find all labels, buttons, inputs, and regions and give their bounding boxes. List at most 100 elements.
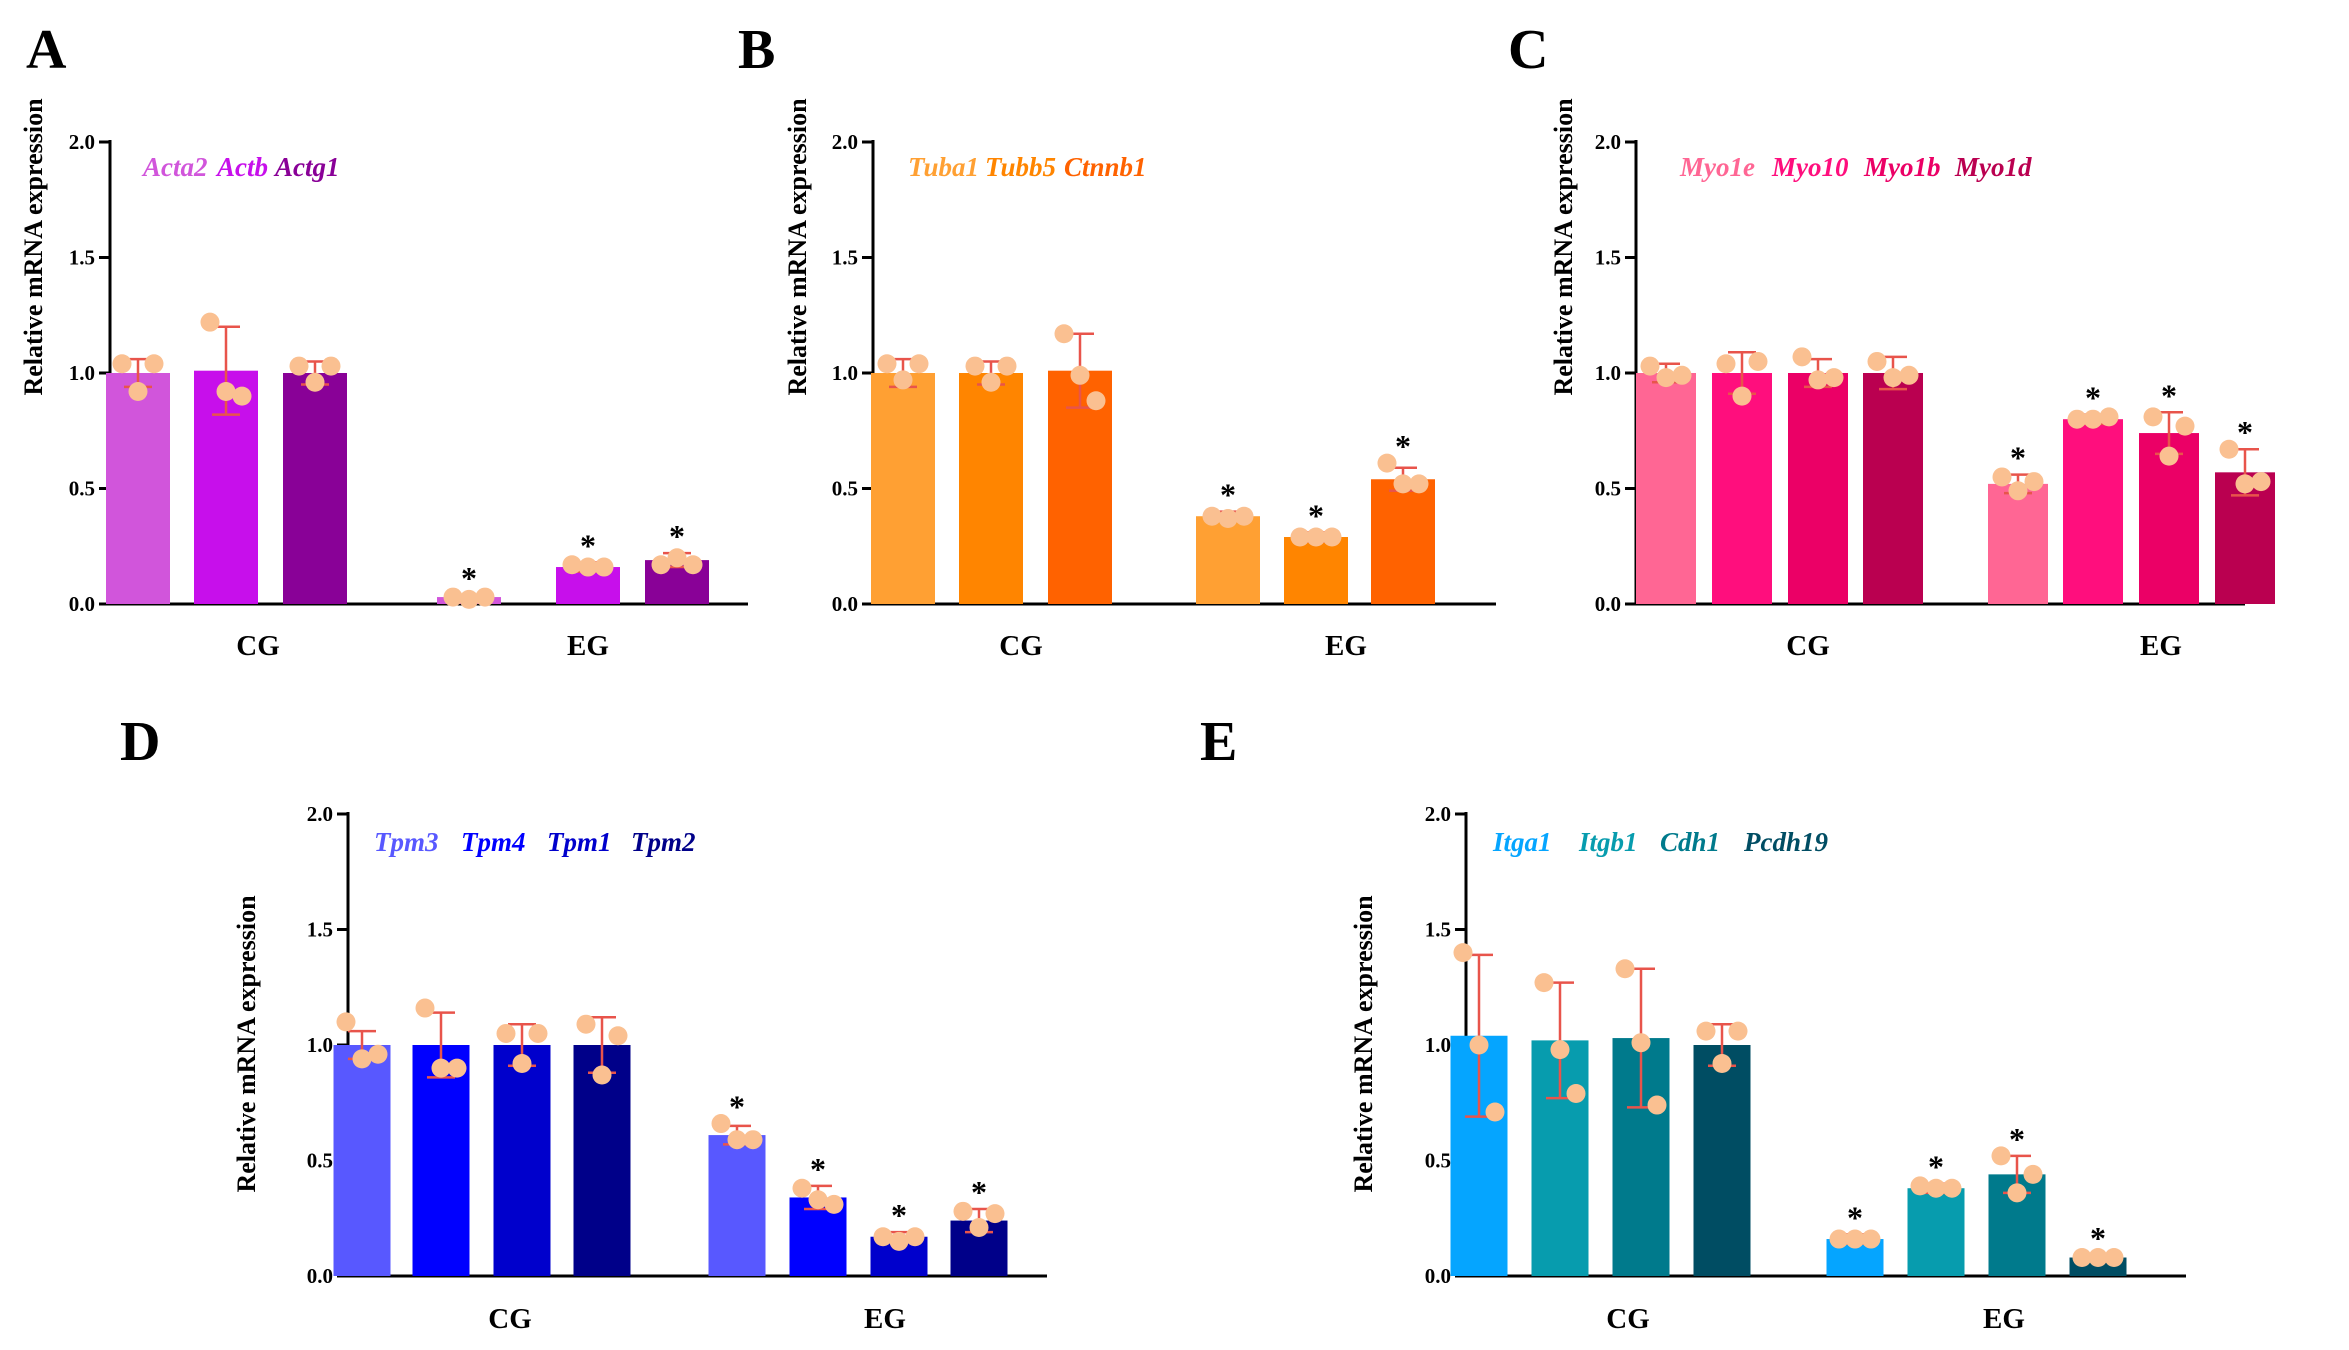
data-point [1086,391,1106,411]
data-point [2067,409,2087,429]
data-point [1672,365,1692,385]
y-tick-label: 0.5 [1595,477,1621,501]
data-point [1566,1084,1586,1104]
data-point [562,555,582,575]
data-point [1829,1229,1849,1249]
legend-item-myo10: Myo10 [1771,152,1849,182]
x-label-cg: CG [999,630,1043,662]
significance-star: * [1847,1199,1863,1235]
legend-item-myo1e: Myo1e [1679,152,1755,182]
y-tick-label: 1.0 [69,361,95,385]
data-point [667,548,687,568]
errors-points-layer: * * * [112,312,703,609]
bar [1863,373,1923,604]
x-label-eg: EG [567,630,609,662]
data-point [2072,1248,2092,1268]
data-point [1792,347,1812,367]
data-point [447,1058,467,1078]
legend-item-pcdh19: Pcdh19 [1743,827,1828,857]
data-point [321,356,341,376]
data-point [2099,407,2119,427]
significance-star: * [1395,428,1411,464]
y-axis: 0.0 0.5 1.0 1.5 2.0 [69,130,748,616]
errors-points-layer: * * * [877,324,1429,547]
data-point [1534,973,1554,993]
data-point [683,555,703,575]
significance-star: * [461,560,477,596]
data-point [1728,1021,1748,1041]
data-point [1910,1176,1930,1196]
y-tick-label: 1.5 [1595,246,1621,270]
legend-item-tpm1: Tpm1 [547,827,612,857]
bar [871,373,935,604]
data-point [889,1231,909,1251]
data-point [792,1178,812,1198]
data-point [528,1023,548,1043]
data-point [2024,472,2044,492]
x-label-cg: CG [1786,630,1830,662]
data-point [965,356,985,376]
y-tick-label: 0.0 [307,1264,333,1288]
data-point [997,356,1017,376]
data-point [1883,368,1903,388]
data-point [1290,527,1310,547]
data-point [1991,1146,2011,1166]
data-point [2251,472,2271,492]
bar [1907,1188,1965,1276]
y-axis-title: Relative mRNA expression [232,895,261,1193]
data-point [1926,1178,1946,1198]
legend-item-myo1b: Myo1b [1863,152,1941,182]
legend-item-cdh1: Cdh1 [1660,827,1720,857]
data-point [1631,1033,1651,1053]
legend-item-tpm2: Tpm2 [631,827,696,857]
data-point [727,1130,747,1150]
bar [493,1045,551,1276]
bars-layer [106,370,709,604]
y-tick-label: 0.0 [69,592,95,616]
data-point [981,372,1001,392]
significance-star: * [810,1151,826,1187]
bar [1788,373,1848,604]
panel-letter: E [1200,711,1237,773]
bar [106,373,170,604]
errors-points-layer: * * * * [1640,347,2271,501]
data-point [953,1201,973,1221]
data-point [1202,506,1222,526]
data-point [1647,1095,1667,1115]
data-point [1322,527,1342,547]
data-point [651,555,671,575]
significance-star: * [1928,1149,1944,1185]
y-tick-label: 0.0 [1595,592,1621,616]
data-point [1550,1040,1570,1060]
significance-star: * [580,527,596,563]
y-axis-title: Relative mRNA expression [1349,895,1378,1193]
data-point [1409,474,1429,494]
data-point [2088,1248,2108,1268]
y-tick-label: 0.0 [1425,1264,1451,1288]
bar [1693,1045,1751,1276]
data-point [431,1058,451,1078]
y-tick-label: 0.5 [69,477,95,501]
data-point [905,1227,925,1247]
data-point [1992,467,2012,487]
significance-star: * [2090,1220,2106,1256]
data-point [289,356,309,376]
data-point [459,589,479,609]
y-tick-label: 1.0 [1425,1033,1451,1057]
data-point [2008,481,2028,501]
significance-star: * [2237,414,2253,450]
y-tick-label: 0.0 [832,592,858,616]
data-point [985,1204,1005,1224]
significance-star: * [1220,477,1236,513]
bar [708,1135,766,1276]
y-tick-label: 1.5 [1425,918,1451,942]
significance-star: * [2085,380,2101,416]
panel-d: D Relative mRNA expression 0.0 0.5 1.0 1.5 2… [120,711,1047,1335]
data-point [1640,356,1660,376]
data-point [144,354,164,374]
errors-points-layer: * * * * [336,998,1005,1251]
data-point [200,312,220,332]
y-tick-label: 1.5 [69,246,95,270]
data-point [1218,509,1238,529]
